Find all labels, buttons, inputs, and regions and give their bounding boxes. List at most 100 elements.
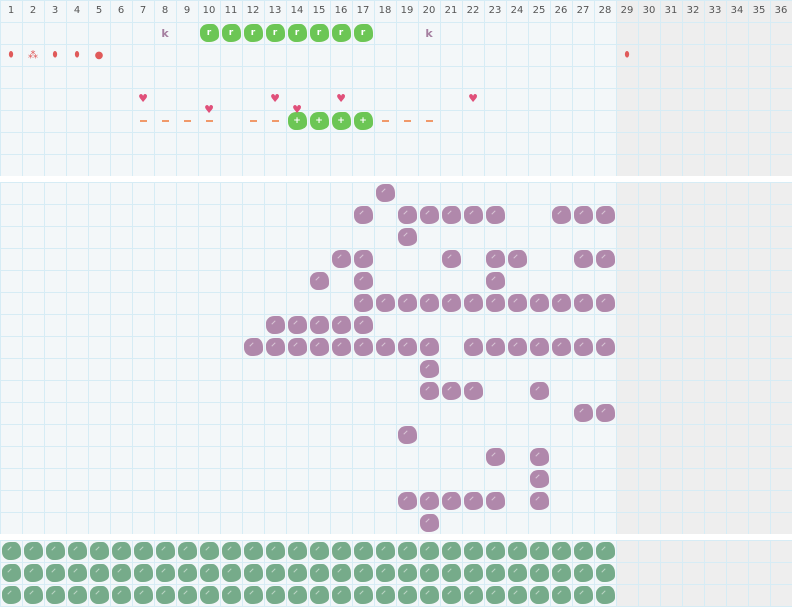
melody-note[interactable] xyxy=(484,490,506,512)
melody-note[interactable] xyxy=(484,270,506,292)
drum-note[interactable]: ⬮ xyxy=(66,44,88,66)
column-number[interactable]: 10 xyxy=(202,5,216,16)
melody-note[interactable] xyxy=(308,270,330,292)
bass-note[interactable] xyxy=(330,540,352,562)
note-k[interactable]: k xyxy=(418,22,440,44)
melody-note[interactable] xyxy=(242,336,264,358)
column-number[interactable]: 28 xyxy=(598,5,612,16)
bass-note[interactable] xyxy=(462,562,484,584)
bass-note[interactable] xyxy=(110,562,132,584)
column-number[interactable]: 2 xyxy=(29,5,37,16)
bass-note[interactable] xyxy=(418,584,440,606)
bass-note[interactable] xyxy=(0,584,22,606)
melody-note[interactable] xyxy=(572,336,594,358)
melody-note[interactable] xyxy=(308,336,330,358)
bass-note[interactable] xyxy=(66,540,88,562)
column-number[interactable]: 11 xyxy=(224,5,238,16)
bass-note[interactable] xyxy=(154,584,176,606)
bass-note[interactable] xyxy=(22,540,44,562)
column-number[interactable]: 22 xyxy=(466,5,480,16)
melody-note[interactable] xyxy=(330,336,352,358)
melody-note[interactable] xyxy=(528,380,550,402)
melody-note[interactable] xyxy=(440,490,462,512)
bass-track[interactable] xyxy=(0,540,792,607)
melody-note[interactable] xyxy=(264,314,286,336)
green-note-r[interactable]: r xyxy=(330,22,352,44)
melody-note[interactable] xyxy=(594,248,616,270)
melody-note[interactable] xyxy=(594,204,616,226)
column-number[interactable]: 5 xyxy=(95,5,103,16)
melody-note[interactable] xyxy=(396,424,418,446)
column-number[interactable]: 30 xyxy=(642,5,656,16)
dash-note[interactable] xyxy=(176,110,198,132)
bass-note[interactable] xyxy=(44,540,66,562)
melody-note[interactable] xyxy=(484,336,506,358)
column-number[interactable]: 8 xyxy=(161,5,169,16)
bass-note[interactable] xyxy=(330,584,352,606)
melody-note[interactable] xyxy=(572,248,594,270)
green-note-r[interactable]: r xyxy=(286,22,308,44)
melody-note[interactable] xyxy=(418,380,440,402)
bass-note[interactable] xyxy=(396,584,418,606)
melody-note[interactable] xyxy=(528,468,550,490)
melody-note[interactable] xyxy=(528,446,550,468)
bass-note[interactable] xyxy=(198,584,220,606)
column-number[interactable]: 34 xyxy=(730,5,744,16)
drum-note[interactable]: ● xyxy=(88,44,110,66)
bass-note[interactable] xyxy=(374,584,396,606)
bass-note[interactable] xyxy=(506,540,528,562)
bass-note[interactable] xyxy=(352,540,374,562)
bass-note[interactable] xyxy=(242,562,264,584)
melody-note[interactable] xyxy=(572,292,594,314)
bass-note[interactable] xyxy=(418,562,440,584)
bass-note[interactable] xyxy=(330,562,352,584)
bass-note[interactable] xyxy=(286,540,308,562)
bass-note[interactable] xyxy=(132,540,154,562)
column-number[interactable]: 29 xyxy=(620,5,634,16)
bass-note[interactable] xyxy=(506,584,528,606)
bass-note[interactable] xyxy=(374,562,396,584)
bass-note[interactable] xyxy=(198,562,220,584)
melody-note[interactable] xyxy=(352,314,374,336)
column-number[interactable]: 36 xyxy=(774,5,788,16)
melody-note[interactable] xyxy=(352,270,374,292)
bass-note[interactable] xyxy=(176,540,198,562)
column-number[interactable]: 7 xyxy=(139,5,147,16)
column-number[interactable]: 12 xyxy=(246,5,260,16)
green-note-plus[interactable]: + xyxy=(330,110,352,132)
green-note-r[interactable]: r xyxy=(264,22,286,44)
column-number[interactable]: 18 xyxy=(378,5,392,16)
melody-note[interactable] xyxy=(440,204,462,226)
melody-note[interactable] xyxy=(374,292,396,314)
bass-note[interactable] xyxy=(550,584,572,606)
bass-note[interactable] xyxy=(132,584,154,606)
melody-note[interactable] xyxy=(528,336,550,358)
bass-note[interactable] xyxy=(0,540,22,562)
column-number[interactable]: 1 xyxy=(7,5,15,16)
column-number[interactable]: 25 xyxy=(532,5,546,16)
melody-note[interactable] xyxy=(462,292,484,314)
bass-note[interactable] xyxy=(308,540,330,562)
bass-note[interactable] xyxy=(528,584,550,606)
dash-note[interactable] xyxy=(374,110,396,132)
heart-note[interactable]: ♥ xyxy=(132,87,154,109)
column-number[interactable]: 23 xyxy=(488,5,502,16)
bass-note[interactable] xyxy=(88,540,110,562)
column-number[interactable]: 19 xyxy=(400,5,414,16)
column-number[interactable]: 14 xyxy=(290,5,304,16)
melody-note[interactable] xyxy=(528,490,550,512)
bass-note[interactable] xyxy=(462,540,484,562)
green-note-r[interactable]: r xyxy=(198,22,220,44)
bass-note[interactable] xyxy=(462,584,484,606)
green-note-plus[interactable]: + xyxy=(308,110,330,132)
bass-note[interactable] xyxy=(308,562,330,584)
melody-note[interactable] xyxy=(396,490,418,512)
melody-note[interactable] xyxy=(330,248,352,270)
melody-note[interactable] xyxy=(506,292,528,314)
bass-note[interactable] xyxy=(44,562,66,584)
heart-note[interactable]: ♥ xyxy=(264,87,286,109)
melody-note[interactable] xyxy=(286,336,308,358)
melody-note[interactable] xyxy=(440,292,462,314)
bass-note[interactable] xyxy=(352,562,374,584)
melody-note[interactable] xyxy=(528,292,550,314)
